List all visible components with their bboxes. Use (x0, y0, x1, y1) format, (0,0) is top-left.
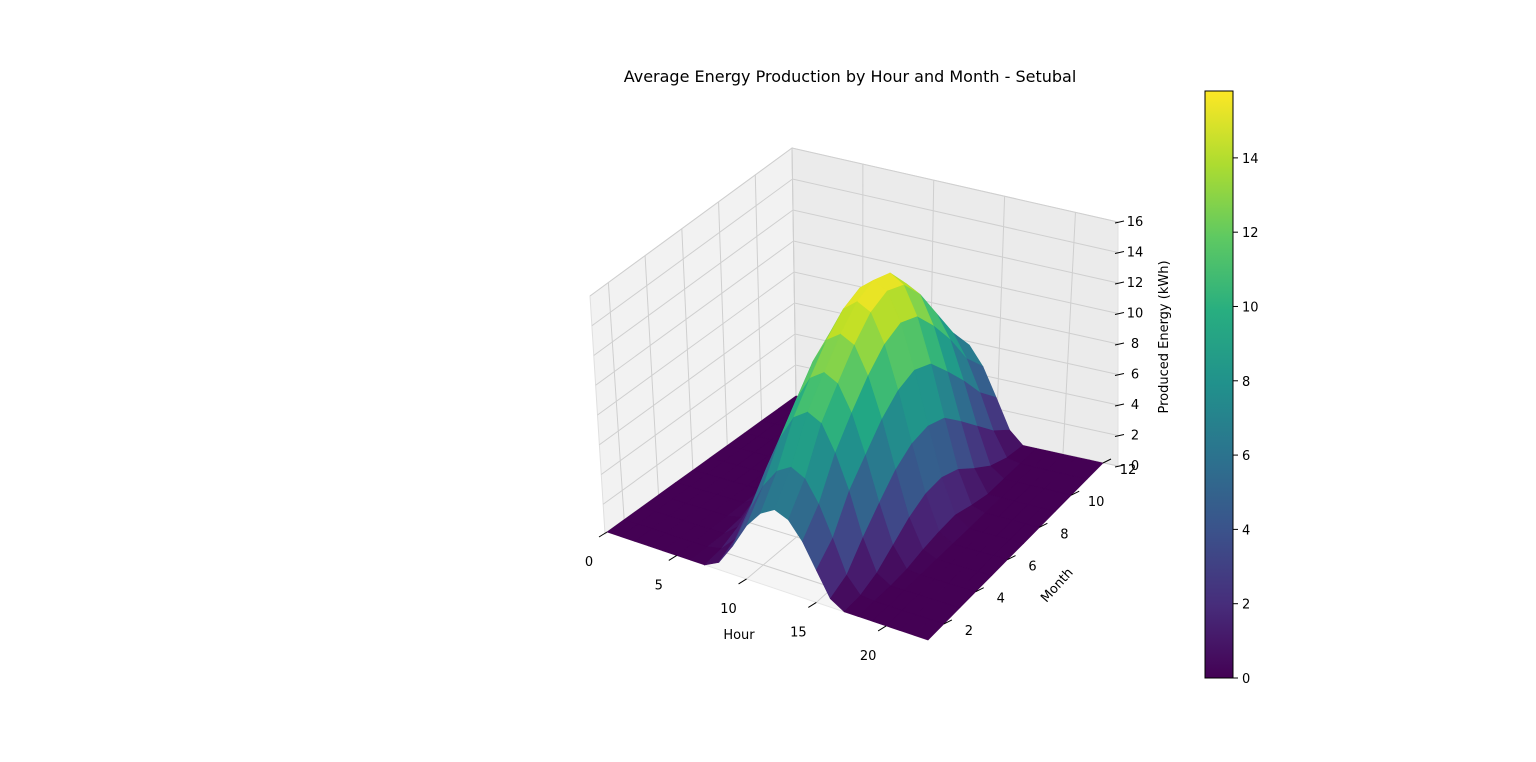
y-tick-label: 4 (997, 592, 1005, 607)
colorbar-tick-label: 12 (1242, 226, 1259, 241)
y-tick (943, 619, 953, 625)
z-tick-label: 14 (1127, 246, 1144, 261)
y-tick (1039, 522, 1048, 528)
colorbar-tick-label: 8 (1242, 375, 1250, 390)
y-tick-label: 2 (965, 624, 973, 639)
colorbar-tick-label: 0 (1242, 672, 1250, 687)
colorbar-tick-label: 2 (1242, 598, 1250, 613)
y-tick-label: 8 (1060, 527, 1068, 542)
z-tick-label: 16 (1127, 215, 1144, 230)
y-tick (1070, 490, 1080, 496)
z-tick (1114, 373, 1125, 376)
z-tick-label: 10 (1127, 307, 1144, 322)
z-tick (1114, 281, 1125, 285)
x-tick-label: 20 (860, 649, 877, 664)
colorbar (1204, 90, 1234, 679)
z-tick-label: 4 (1131, 398, 1139, 413)
colorbar-tick-label: 4 (1242, 523, 1250, 538)
x-tick (738, 578, 747, 585)
z-tick-label: 12 (1127, 276, 1144, 291)
z-tick-label: 0 (1131, 459, 1139, 474)
y-tick-label: 6 (1028, 560, 1036, 575)
x-tick-label: 5 (655, 578, 663, 593)
surface-patch (913, 619, 945, 641)
x-tick-label: 15 (790, 625, 807, 640)
x-tick-label: 0 (585, 555, 593, 570)
z-tick (1114, 220, 1125, 224)
x-axis-label: Hour (723, 628, 755, 643)
x-tick (808, 602, 817, 608)
colorbar-tick-label: 10 (1242, 300, 1259, 315)
y-tick-label: 10 (1088, 495, 1105, 510)
chart-title: Average Energy Production by Hour and Mo… (624, 67, 1077, 86)
x-tick (877, 625, 887, 632)
z-tick (1114, 403, 1125, 407)
colorbar-ticks: 0 2 4 6 8 10 12 14 (1233, 152, 1259, 687)
y-tick (1102, 458, 1112, 464)
y-tick (975, 587, 984, 593)
z-axis-label: Produced Energy (kWh) (1157, 260, 1172, 413)
z-tick (1114, 464, 1125, 468)
colorbar-tick-label: 6 (1242, 449, 1250, 464)
x-tick (598, 531, 608, 538)
x-tick-label: 10 (720, 602, 737, 617)
z-tick (1114, 312, 1125, 315)
x-tick (668, 555, 678, 561)
z-tick-label: 2 (1131, 429, 1139, 444)
z-tick (1114, 434, 1125, 437)
colorbar-tick-label: 14 (1242, 152, 1259, 167)
y-tick (1007, 555, 1016, 560)
z-tick-label: 6 (1131, 368, 1139, 383)
z-tick-label: 8 (1131, 337, 1139, 352)
z-tick (1114, 342, 1125, 346)
y-tick-label: 12 (1120, 463, 1137, 478)
z-tick (1114, 251, 1125, 254)
energy-surface (606, 272, 1104, 641)
